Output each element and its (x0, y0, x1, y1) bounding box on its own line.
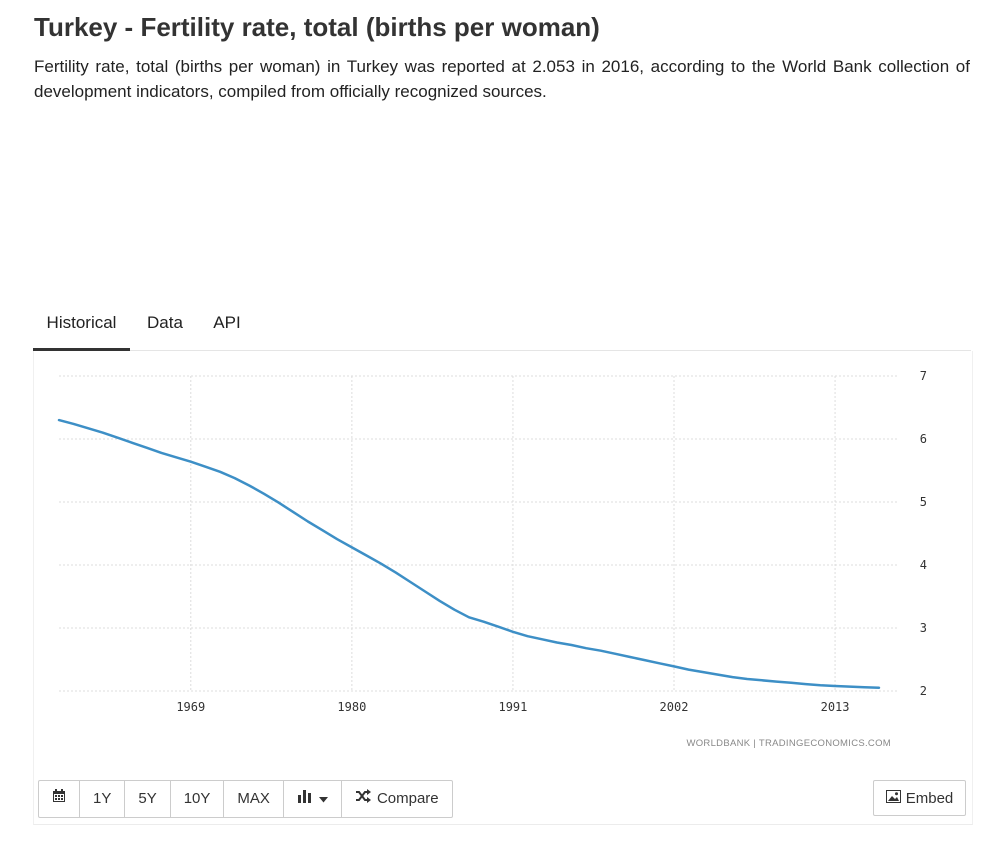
x-tick-label: 2013 (821, 700, 850, 714)
y-tick-label: 7 (920, 369, 927, 383)
range-10y-button[interactable]: 10Y (171, 781, 225, 817)
calendar-button[interactable] (39, 781, 80, 817)
tab-bar: Historical Data API (33, 300, 971, 351)
chart-type-dropdown[interactable] (284, 781, 342, 817)
y-tick-label: 2 (920, 684, 927, 698)
chart-panel: 2 3 4 5 6 7 1969 1980 1991 2002 2013 WORLDBANK | TR… (33, 351, 973, 825)
page-description: Fertility rate, total (births per woman)… (34, 57, 970, 101)
x-tick-label: 2002 (660, 700, 689, 714)
source-label: WORLDBANK | TRADINGECONOMICS.COM (686, 738, 891, 749)
compare-label: Compare (376, 790, 439, 807)
caret-down-icon (318, 781, 328, 817)
range-1y-button[interactable]: 1Y (80, 781, 126, 817)
tab-historical[interactable]: Historical (33, 300, 130, 351)
y-tick-label: 4 (920, 558, 927, 572)
y-tick-label: 3 (920, 621, 927, 635)
tab-api[interactable]: API (213, 313, 241, 332)
embed-label: Embed (905, 789, 954, 807)
fertility-line-chart: 2 3 4 5 6 7 1969 1980 1991 2002 2013 WORLDBANK | TR… (57, 369, 927, 749)
y-tick-label: 5 (920, 495, 927, 509)
compare-button[interactable]: Compare (342, 781, 452, 817)
image-icon (885, 789, 901, 807)
range-max-button[interactable]: MAX (224, 781, 284, 817)
x-tick-label: 1980 (337, 700, 366, 714)
range-5y-button[interactable]: 5Y (125, 781, 171, 817)
bar-chart-icon (297, 781, 313, 817)
calendar-icon (52, 781, 66, 817)
embed-button[interactable]: Embed (873, 780, 966, 816)
y-tick-label: 6 (920, 432, 927, 446)
x-tick-label: 1969 (176, 700, 205, 714)
chart-toolbar: 1Y 5Y 10Y MAX Compare (38, 780, 453, 818)
page-title: Turkey - Fertility rate, total (births p… (34, 12, 600, 42)
series-line (57, 418, 881, 689)
tab-data[interactable]: Data (147, 313, 183, 332)
x-tick-label: 1991 (498, 700, 527, 714)
shuffle-icon (355, 781, 371, 817)
